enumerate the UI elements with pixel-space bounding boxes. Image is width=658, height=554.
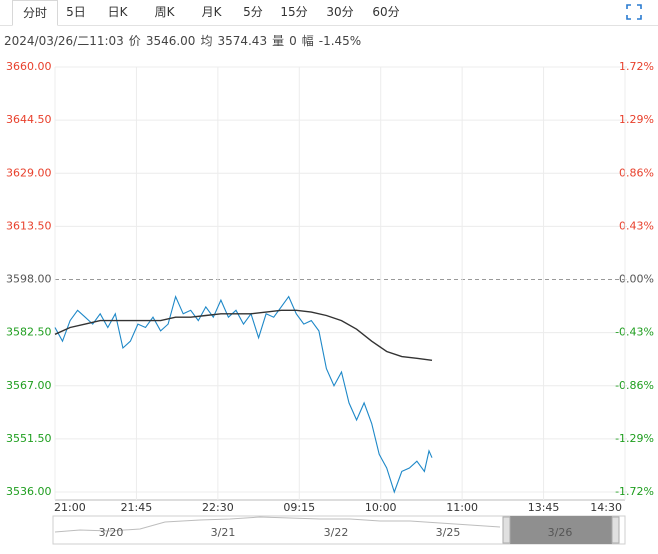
y2-tick-label: 0.00% bbox=[619, 273, 654, 286]
x-tick-label: 21:00 bbox=[54, 501, 86, 514]
navigator-label: 3/26 bbox=[548, 526, 573, 539]
info-field: 均 bbox=[200, 34, 213, 48]
tab[interactable]: 分时 bbox=[12, 0, 58, 26]
info-field: 价 bbox=[128, 34, 141, 48]
navigator-label: 3/25 bbox=[436, 526, 461, 539]
tab[interactable]: 5分 bbox=[243, 5, 263, 19]
tab[interactable]: 30分 bbox=[326, 5, 354, 19]
tab[interactable]: 15分 bbox=[280, 5, 308, 19]
y-tick-label: 3629.00 bbox=[6, 166, 52, 179]
info-field: 3546.00 bbox=[145, 34, 196, 48]
y-tick-label: 3567.00 bbox=[6, 379, 52, 392]
tab[interactable]: 月K bbox=[201, 5, 222, 19]
navigator-label: 3/20 bbox=[99, 526, 124, 539]
y-tick-label: 3613.50 bbox=[6, 219, 52, 232]
x-tick-label: 10:00 bbox=[365, 501, 397, 514]
navigator-line bbox=[54, 516, 501, 533]
tab[interactable]: 日K bbox=[107, 5, 128, 19]
navigator-handle[interactable] bbox=[502, 516, 511, 544]
info-field: 3574.43 bbox=[217, 34, 268, 48]
y2-tick-label: 1.72% bbox=[619, 60, 654, 73]
price-line bbox=[54, 294, 433, 494]
x-tick-label: 21:45 bbox=[121, 501, 153, 514]
navigator-handle[interactable] bbox=[611, 516, 620, 544]
y-tick-label: 3598.00 bbox=[6, 273, 52, 286]
x-tick-label: 22:30 bbox=[202, 501, 234, 514]
tab-bar: 分时 5日 日K 周K 月K 5分 15分 30分 60分 bbox=[0, 0, 658, 26]
tab[interactable]: 60分 bbox=[372, 5, 400, 19]
y2-tick-label: 0.43% bbox=[619, 219, 654, 232]
y-tick-label: 3582.50 bbox=[6, 326, 52, 339]
y2-tick-label: 0.86% bbox=[619, 166, 654, 179]
y2-tick-label: -1.29% bbox=[615, 432, 654, 445]
info-field: 0 bbox=[289, 34, 297, 48]
y2-tick-label: -0.86% bbox=[615, 379, 654, 392]
info-bar: 2024/03/26/二11:03 价 3546.00 均 3574.43 量 0 幅 -1.4… bbox=[4, 32, 366, 49]
tab[interactable]: 周K bbox=[154, 5, 175, 19]
y-tick-label: 3644.50 bbox=[6, 113, 52, 126]
navigator-window[interactable] bbox=[510, 516, 612, 544]
info-field: 幅 bbox=[301, 34, 314, 48]
fullscreen-icon[interactable] bbox=[626, 4, 642, 20]
x-tick-label: 13:45 bbox=[528, 501, 560, 514]
info-field: 量 bbox=[272, 34, 285, 48]
x-tick-label: 14:30 bbox=[590, 501, 622, 514]
navigator-label: 3/22 bbox=[324, 526, 349, 539]
y2-tick-label: -0.43% bbox=[615, 326, 654, 339]
navigator-label: 3/21 bbox=[211, 526, 236, 539]
price-line bbox=[54, 309, 433, 361]
tab[interactable]: 5日 bbox=[66, 5, 86, 19]
x-tick-label: 09:15 bbox=[283, 501, 315, 514]
y-tick-label: 3660.00 bbox=[6, 60, 52, 73]
y-tick-label: 3536.00 bbox=[6, 485, 52, 498]
y-tick-label: 3551.50 bbox=[6, 432, 52, 445]
y2-tick-label: 1.29% bbox=[619, 113, 654, 126]
x-tick-label: 11:00 bbox=[446, 501, 478, 514]
info-field: -1.45% bbox=[318, 34, 362, 48]
info-field: 2024/03/26/二11:03 bbox=[4, 34, 124, 48]
y2-tick-label: -1.72% bbox=[615, 485, 654, 498]
